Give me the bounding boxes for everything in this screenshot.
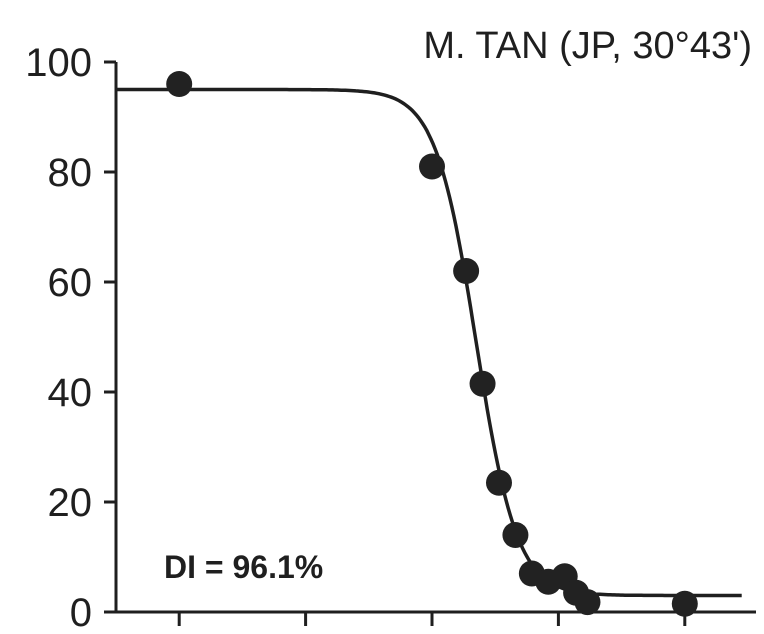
x-axis-ticks bbox=[177, 612, 687, 626]
y-tick-label: 100 bbox=[25, 41, 92, 85]
di-annotation: DI = 96.1% bbox=[164, 549, 323, 585]
data-point bbox=[453, 258, 480, 284]
data-point bbox=[574, 589, 601, 616]
data-point bbox=[419, 153, 445, 180]
fit-curve bbox=[116, 87, 742, 598]
plot-area bbox=[114, 62, 756, 614]
data-point bbox=[671, 590, 698, 617]
data-point bbox=[469, 370, 496, 397]
chart-title: M. TAN (JP, 30°43') bbox=[423, 25, 752, 67]
data-point bbox=[502, 522, 529, 548]
data-points-group bbox=[166, 71, 698, 617]
y-tick-label: 40 bbox=[48, 371, 93, 415]
y-tick-label: 60 bbox=[48, 261, 93, 305]
fit-curve-group bbox=[116, 87, 742, 598]
y-tick-label: 20 bbox=[48, 481, 93, 525]
data-point bbox=[166, 71, 193, 97]
data-point bbox=[485, 469, 512, 496]
y-tick-label: 80 bbox=[48, 151, 93, 195]
y-tick-label: 0 bbox=[70, 591, 92, 634]
y-axis-ticks: 0 20 40 60 80 100 bbox=[25, 41, 116, 634]
